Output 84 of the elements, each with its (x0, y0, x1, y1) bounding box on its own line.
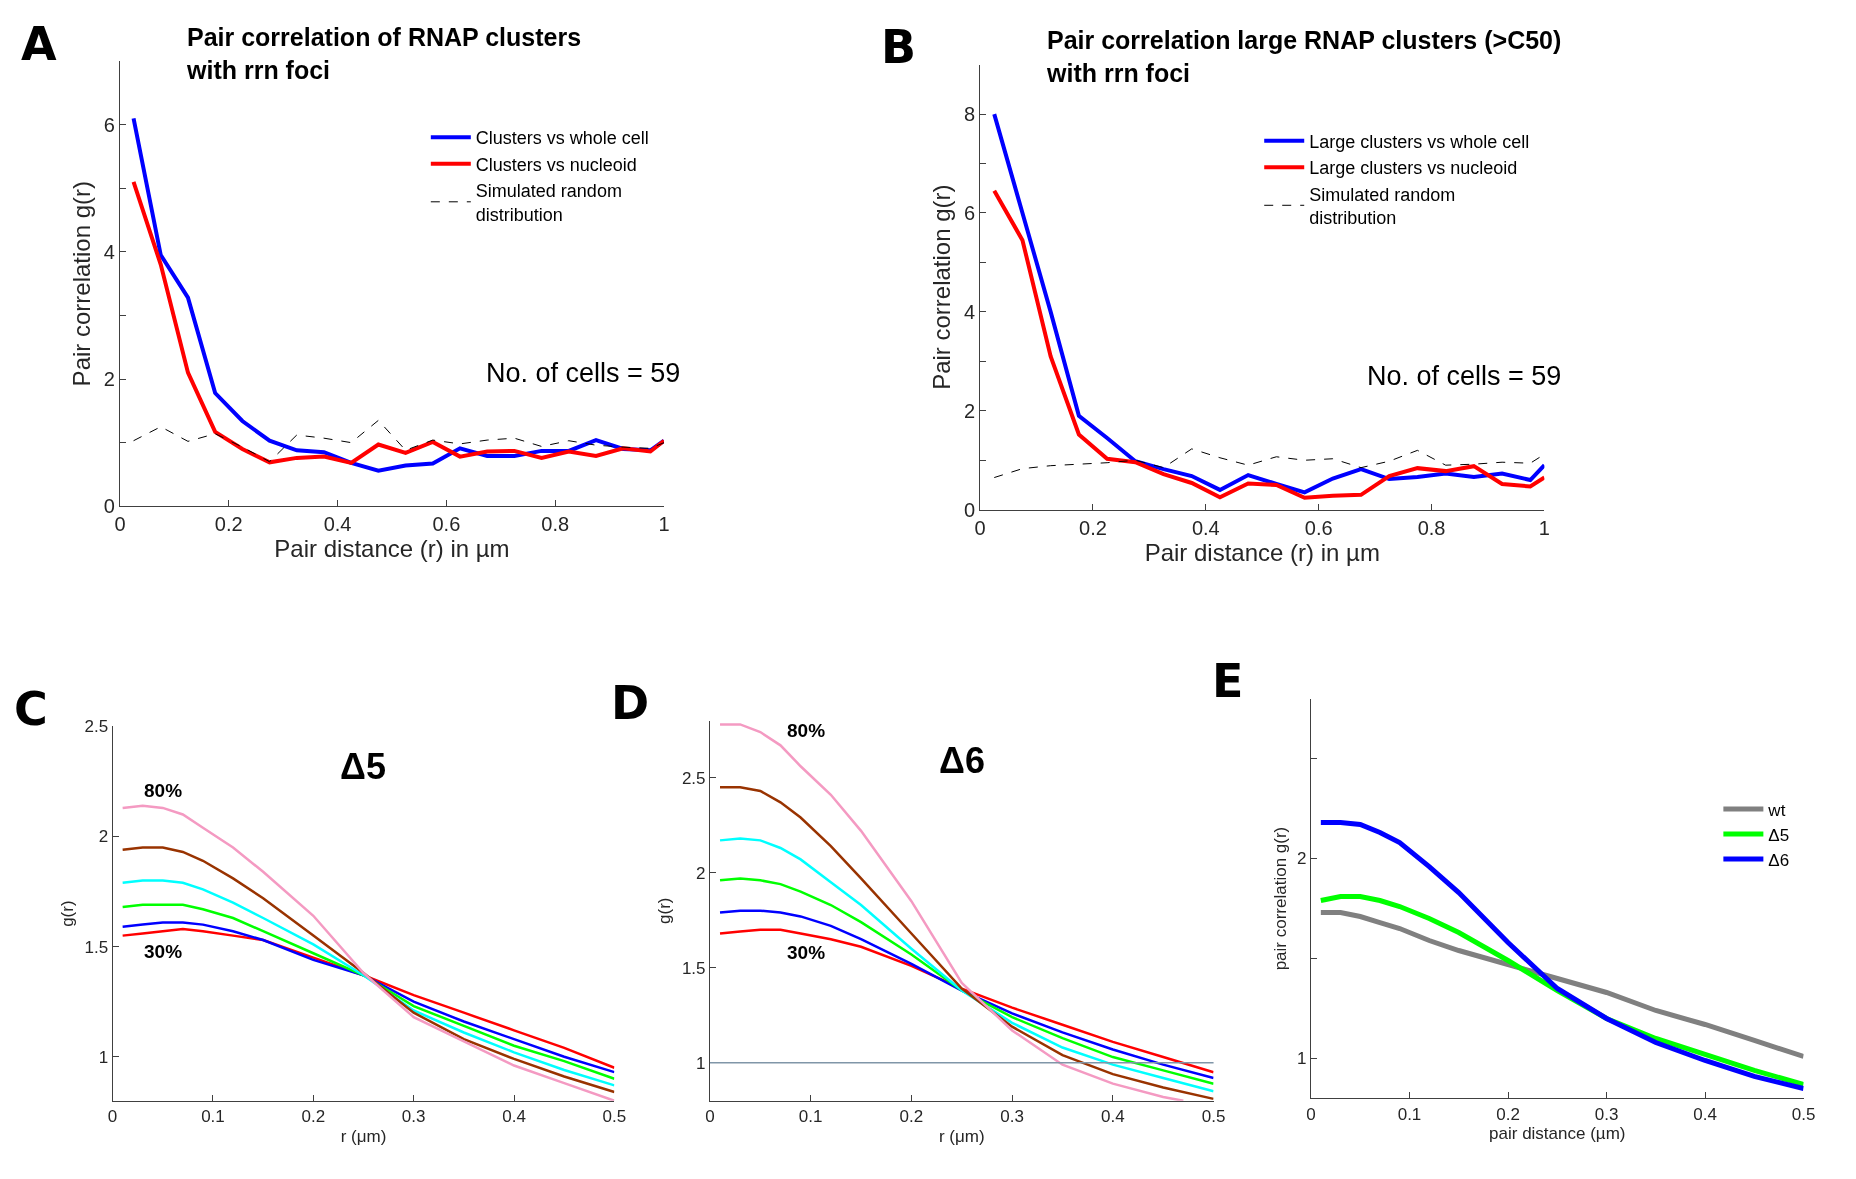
y-tick-label: 6 (964, 201, 976, 224)
x-tick-label: 0.2 (214, 513, 243, 536)
x-tick-label: 1 (658, 513, 670, 536)
y-tick-label: 2 (1297, 849, 1307, 869)
text: Δ5 (340, 746, 386, 787)
y-tick-label: 2.5 (84, 717, 109, 737)
annotation: 80% (144, 780, 183, 801)
line-series (718, 877, 1214, 1085)
y-tick-label: 4 (964, 300, 976, 323)
line-series (133, 419, 664, 463)
legend-label: Δ6 (1768, 850, 1790, 870)
x-tick-label: 0.8 (541, 513, 570, 536)
x-tick-label: 0.1 (798, 1107, 823, 1127)
x-tick-label: 0.5 (1201, 1107, 1226, 1127)
legend-label: Simulated random distribution (475, 181, 622, 225)
x-tick-label: 0.8 (1417, 516, 1446, 539)
y-tick-label: 6 (103, 113, 115, 136)
chart-title: Pair correlation of RNAP clusters with rrn foci (186, 23, 582, 84)
text: A (21, 17, 57, 71)
x-tick-label: 0.2 (301, 1107, 326, 1127)
x-tick-label: 0.6 (432, 513, 461, 536)
y-axis-title: Pair correlation g(r) (928, 184, 956, 390)
y-tick-label: 2.5 (681, 768, 706, 788)
annotation: 80% (787, 720, 826, 741)
legend-label: Clusters vs whole cell (475, 128, 649, 149)
x-axis-title: pair distance (µm) (1489, 1124, 1626, 1144)
x-tick-label: 0.4 (323, 513, 352, 536)
y-tick-label: 2 (98, 827, 109, 847)
text: Δ6 (939, 740, 985, 781)
x-tick-label: 0.4 (502, 1107, 526, 1127)
x-tick-label: 0.1 (201, 1107, 225, 1127)
x-tick-label: 0.2 (1496, 1104, 1520, 1124)
x-tick-label: 0.3 (1000, 1107, 1024, 1127)
x-tick-label: 0.5 (1791, 1104, 1816, 1124)
x-axis-title: Pair distance (r) in µm (274, 535, 510, 563)
x-tick-label: 0.2 (899, 1107, 924, 1127)
line-series (718, 723, 1185, 1101)
y-tick-label: 0 (964, 498, 976, 521)
line-series (718, 785, 1214, 1101)
text: B (881, 20, 917, 74)
legend-label: Simulated random distribution (1309, 184, 1456, 228)
y-axis-title: pair correlation g(r) (1270, 826, 1290, 971)
legend-label: Clusters vs nucleoid (475, 154, 637, 175)
y-tick-label: 0 (103, 495, 115, 518)
legend-label: Large clusters vs nucleoid (1309, 158, 1518, 179)
chart-title: Pair correlation large RNAP clusters (>C50) with rrn foci (1046, 26, 1562, 87)
legend-label: Δ5 (1768, 825, 1790, 845)
annotation: No. of cells = 59 (1367, 361, 1562, 391)
x-tick-label: 0.2 (1079, 516, 1107, 539)
annotation: 30% (144, 941, 183, 962)
text: E (1212, 654, 1244, 708)
annotation: No. of cells = 59 (486, 358, 681, 388)
x-axis-title: r (μm) (340, 1126, 387, 1146)
x-tick-label: 0.4 (1693, 1104, 1717, 1124)
y-tick-label: 4 (103, 240, 115, 263)
y-axis-title: g(r) (58, 900, 78, 927)
x-tick-label: 0.1 (1397, 1104, 1422, 1124)
y-tick-label: 1.5 (681, 958, 706, 978)
y-tick-label: 2 (696, 863, 706, 883)
legend-label: Large clusters vs whole cell (1309, 131, 1530, 152)
x-tick-label: 0.3 (1594, 1104, 1619, 1124)
x-tick-label: 0.6 (1304, 516, 1333, 539)
y-axis-title: g(r) (655, 897, 675, 924)
y-tick-label: 1.5 (84, 937, 109, 957)
x-axis-title: r (μm) (938, 1126, 985, 1146)
x-tick-label: 0.3 (401, 1107, 426, 1127)
x-tick-label: 0.4 (1191, 516, 1220, 539)
x-tick-label: 0.4 (1101, 1107, 1125, 1127)
y-tick-label: 2 (103, 368, 115, 391)
line-series (718, 837, 1214, 1093)
text: C (14, 682, 48, 736)
legend-label: wt (1767, 800, 1786, 820)
y-tick-label: 1 (696, 1053, 706, 1073)
line-series (121, 804, 615, 1101)
line-series (121, 846, 615, 1094)
annotation: D (611, 676, 650, 730)
y-tick-label: 8 (964, 103, 976, 126)
x-tick-label: 1 (1538, 516, 1550, 539)
y-tick-label: 2 (964, 399, 976, 422)
annotation: 30% (787, 942, 826, 963)
x-axis-title: Pair distance (r) in µm (1144, 538, 1380, 566)
y-tick-label: 1 (98, 1047, 109, 1067)
y-axis-title: Pair correlation g(r) (67, 180, 95, 387)
x-tick-label: 0.5 (602, 1107, 627, 1127)
